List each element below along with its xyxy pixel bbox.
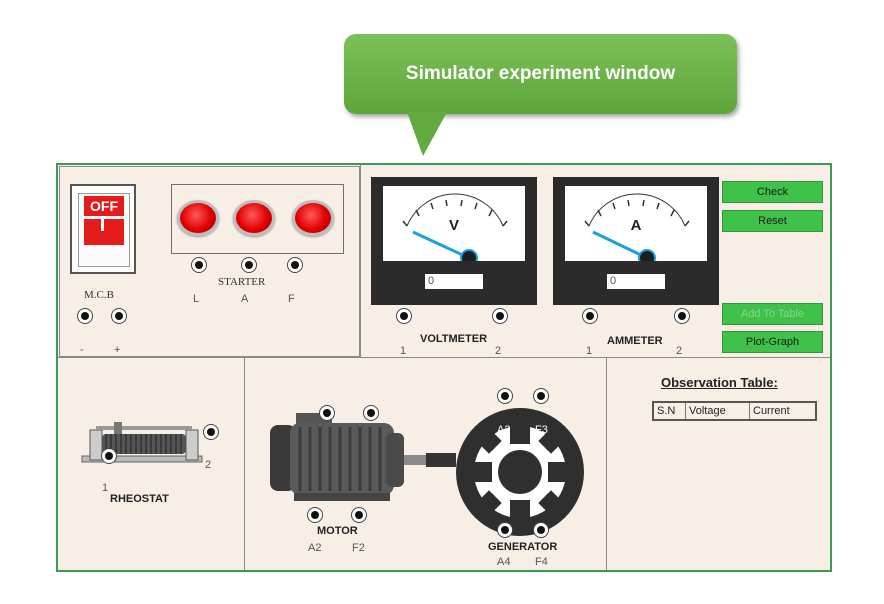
observation-table: S.N Voltage Current	[652, 401, 817, 421]
plot-graph-button[interactable]: Plot-Graph	[722, 331, 823, 353]
motor-terminal-f2[interactable]	[351, 507, 367, 523]
mcb-switch-label: OFF	[90, 198, 118, 214]
ammeter-label: AMMETER	[607, 335, 663, 347]
observation-column-current: Current	[753, 405, 790, 417]
reset-button[interactable]: Reset	[722, 210, 823, 232]
check-button[interactable]: Check	[722, 181, 823, 203]
starter-terminal-a[interactable]	[241, 257, 257, 273]
starter-label: STARTER	[218, 276, 266, 288]
mcb-terminal-plus-label: +	[114, 344, 121, 356]
starter-lamp-l	[177, 200, 219, 236]
starter-lamp-a	[233, 200, 275, 236]
mcb-label: M.C.B	[84, 289, 114, 301]
ammeter-scale	[584, 193, 690, 261]
voltmeter-face: V	[383, 186, 525, 261]
generator-terminal-f3[interactable]	[533, 388, 549, 404]
motor-terminal-top-1[interactable]	[319, 405, 335, 421]
ammeter-terminal-1[interactable]	[582, 308, 598, 324]
generator-terminal-a3-label: A3	[497, 424, 511, 436]
generator-terminal-f3-label: F3	[535, 424, 548, 436]
generator-terminal-f4[interactable]	[533, 522, 549, 538]
starter-terminal-l[interactable]	[191, 257, 207, 273]
voltmeter-scale	[402, 193, 508, 261]
ammeter-symbol: A	[630, 217, 642, 234]
generator-terminal-a4[interactable]	[497, 522, 513, 538]
divider-top-vertical	[360, 165, 361, 358]
generator-terminal-f4-label: F4	[535, 556, 548, 568]
observation-column-sn: S.N	[654, 403, 686, 419]
motor-terminal-a2[interactable]	[307, 507, 323, 523]
ammeter-terminal-2-label: 2	[676, 345, 683, 357]
rheostat-terminal-1[interactable]	[101, 448, 117, 464]
motor-terminal-top-2[interactable]	[363, 405, 379, 421]
starter-terminal-a-label: A	[241, 293, 249, 305]
generator-image	[456, 408, 584, 536]
voltmeter-label: VOLTMETER	[420, 333, 488, 345]
mcb-switch-lever[interactable]: OFF	[84, 196, 124, 216]
generator-terminal-a4-label: A4	[497, 556, 511, 568]
callout-tail	[407, 112, 447, 156]
ammeter-terminal-2[interactable]	[674, 308, 690, 324]
voltmeter: V 0	[371, 177, 537, 305]
generator-terminal-a3[interactable]	[497, 388, 513, 404]
motor-terminal-f2-label: F2	[352, 542, 365, 554]
rheostat-terminal-1-label: 1	[102, 482, 109, 494]
callout-bubble: Simulator experiment window	[344, 34, 737, 114]
rheostat-image	[81, 422, 203, 463]
mcb-terminal-plus[interactable]	[111, 308, 127, 324]
motor-image	[270, 413, 456, 501]
mcb-switch[interactable]: OFF	[70, 184, 136, 274]
observation-column-voltage: Voltage	[686, 403, 750, 419]
voltmeter-terminal-2[interactable]	[492, 308, 508, 324]
mcb-terminal-minus-label: -	[80, 344, 84, 356]
divider-bottom-right	[606, 358, 607, 570]
ammeter-face: A	[565, 186, 707, 261]
motor-terminal-a2-label: A2	[308, 542, 322, 554]
divider-horizontal	[58, 357, 830, 358]
divider-mcb-box	[59, 166, 360, 357]
voltmeter-symbol: V	[448, 217, 459, 234]
ammeter: A 0	[553, 177, 719, 305]
starter-lamp-f	[292, 200, 334, 236]
rheostat-label: RHEOSTAT	[110, 493, 169, 505]
voltmeter-terminal-1[interactable]	[396, 308, 412, 324]
callout-title: Simulator experiment window	[405, 63, 676, 84]
starter-terminal-f[interactable]	[287, 257, 303, 273]
rheostat-terminal-2-label: 2	[205, 459, 212, 471]
divider-bottom-left	[244, 358, 245, 570]
observation-table-title: Observation Table:	[661, 375, 778, 390]
ammeter-reading: 0	[607, 274, 665, 289]
voltmeter-reading: 0	[425, 274, 483, 289]
generator-label: GENERATOR	[488, 541, 558, 553]
rheostat-terminal-2[interactable]	[203, 424, 219, 440]
mcb-terminal-minus[interactable]	[77, 308, 93, 324]
motor-label: MOTOR	[317, 525, 358, 537]
voltmeter-terminal-1-label: 1	[400, 345, 407, 357]
mcb-switch-handle	[84, 219, 124, 245]
starter-terminal-f-label: F	[288, 293, 295, 305]
add-to-table-button[interactable]: Add To Table	[722, 303, 823, 325]
ammeter-terminal-1-label: 1	[586, 345, 593, 357]
starter-terminal-l-label: L	[193, 293, 200, 305]
voltmeter-terminal-2-label: 2	[495, 345, 502, 357]
